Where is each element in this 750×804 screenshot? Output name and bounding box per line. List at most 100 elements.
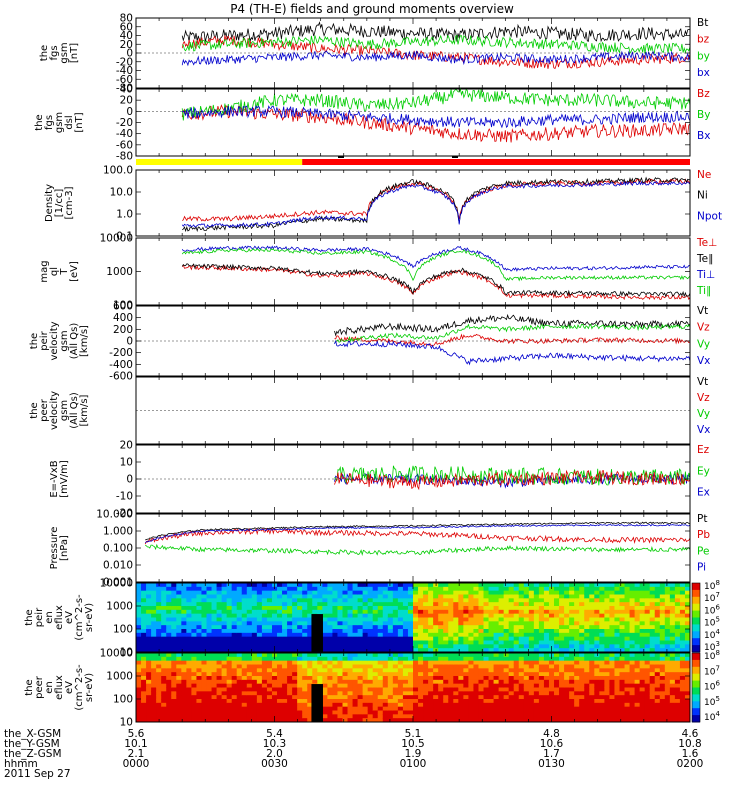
y-axis-label: peer <box>34 675 45 699</box>
heatmap-cell <box>211 664 218 669</box>
heatmap-cell <box>649 613 656 618</box>
heatmap-cell <box>136 691 142 696</box>
heatmap-cell <box>533 606 540 611</box>
heatmap-cell <box>307 613 313 618</box>
heatmap-cell <box>382 602 389 607</box>
heatmap-cell <box>176 625 182 630</box>
heatmap-cell <box>176 606 182 611</box>
heatmap-cell <box>146 706 152 711</box>
heatmap-cell <box>538 679 545 685</box>
heatmap-cell <box>171 648 177 653</box>
heatmap-cell <box>211 714 218 719</box>
heatmap-cell <box>357 648 364 653</box>
heatmap-cell <box>287 586 293 592</box>
heatmap-cell <box>569 714 575 719</box>
heatmap-cell <box>241 656 248 662</box>
heatmap-cell <box>397 613 404 618</box>
heatmap-cell <box>362 621 369 626</box>
heatmap-cell <box>211 621 218 626</box>
heatmap-cell <box>629 660 636 665</box>
heatmap-cell <box>574 687 580 692</box>
colorbar-tick-label: 105 <box>704 616 720 629</box>
heatmap-cell <box>548 621 555 626</box>
heatmap-cell <box>443 583 449 588</box>
heatmap-cell <box>402 613 409 618</box>
heatmap-cell <box>629 613 636 618</box>
heatmap-cell <box>433 598 439 603</box>
heatmap-cell <box>221 660 228 665</box>
heatmap-cell <box>483 613 490 618</box>
heatmap-cell <box>498 710 505 715</box>
heatmap-cell <box>307 672 313 677</box>
heatmap-cell <box>347 621 354 626</box>
x-row-value: 5.4 <box>266 728 283 740</box>
heatmap-cell <box>387 656 394 662</box>
heatmap-cell <box>458 653 464 658</box>
heatmap-cell <box>397 656 404 662</box>
heatmap-cell <box>342 706 349 711</box>
heatmap-cell <box>246 702 253 708</box>
heatmap-cell <box>327 679 333 685</box>
heatmap-cell <box>226 664 233 669</box>
heatmap-cell <box>674 648 681 653</box>
heatmap-cell <box>271 668 278 673</box>
heatmap-cell <box>266 598 273 603</box>
heatmap-cell <box>513 594 520 599</box>
heatmap-cell <box>256 598 263 603</box>
heatmap-cell <box>528 653 535 658</box>
heatmap-cell <box>402 632 409 638</box>
heatmap-cell <box>483 653 490 658</box>
heatmap-cell <box>367 718 374 723</box>
heatmap-cell <box>639 606 646 611</box>
heatmap-cell <box>332 672 338 677</box>
heatmap-cell <box>191 586 197 592</box>
heatmap-cell <box>614 664 620 669</box>
heatmap-cell <box>548 609 555 615</box>
heatmap-cell <box>458 629 464 634</box>
heatmap-cell <box>654 606 661 611</box>
heatmap-cell <box>357 606 364 611</box>
heatmap-cell <box>523 613 530 618</box>
heatmap-cell <box>513 621 520 626</box>
heatmap-cell <box>287 687 293 692</box>
heatmap-cell <box>287 718 293 723</box>
heatmap-cell <box>317 660 323 665</box>
heatmap-cell <box>297 594 303 599</box>
heatmap-cell <box>528 714 535 719</box>
heatmap-cell <box>261 586 268 592</box>
heatmap-cell <box>413 714 419 719</box>
heatmap-cell <box>292 586 298 592</box>
heatmap-cell <box>251 583 258 588</box>
heatmap-cell <box>564 644 570 649</box>
heatmap-cell <box>609 714 615 719</box>
heatmap-cell <box>302 644 308 649</box>
heatmap-cell <box>518 636 525 641</box>
heatmap-cell <box>503 660 510 665</box>
heatmap-cell <box>538 683 545 688</box>
heatmap-cell <box>413 660 419 665</box>
heatmap-cell <box>332 718 338 723</box>
heatmap-cell <box>488 621 495 626</box>
heatmap-cell <box>654 676 661 681</box>
heatmap-cell <box>679 653 686 658</box>
heatmap-cell <box>342 617 349 622</box>
heatmap-cell <box>181 598 187 603</box>
heatmap-cell <box>206 625 213 630</box>
heatmap-cell <box>186 683 192 688</box>
heatmap-cell <box>559 609 565 615</box>
heatmap-cell <box>136 706 142 711</box>
heatmap-cell <box>438 699 444 704</box>
heatmap-cell <box>589 609 595 615</box>
heatmap-cell <box>518 602 525 607</box>
heatmap-cell <box>493 653 500 658</box>
heatmap-cell <box>211 656 218 662</box>
colorbar-tick-label: 104 <box>704 628 720 641</box>
heatmap-cell <box>443 609 449 615</box>
heatmap-cell <box>392 699 399 704</box>
heatmap-cell <box>322 679 328 685</box>
heatmap-cell <box>644 636 651 641</box>
heatmap-cell <box>629 653 636 658</box>
heatmap-cell <box>191 632 197 638</box>
heatmap-cell <box>513 648 520 653</box>
colorbar-cell <box>692 701 700 709</box>
